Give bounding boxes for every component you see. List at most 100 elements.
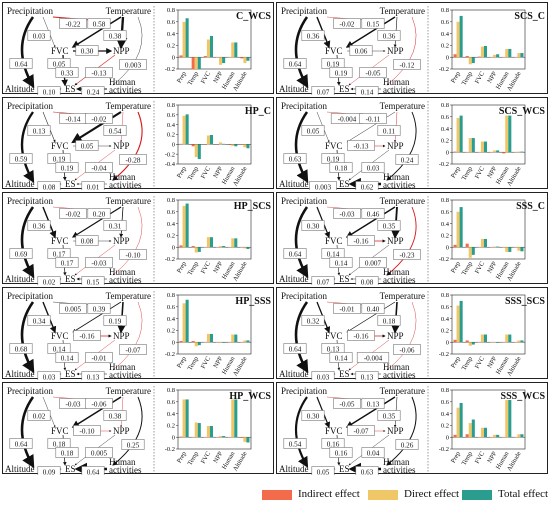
y-tick-label: 0.4 [441,411,450,418]
bar-total [508,334,512,343]
coef-precip-fvc: 0.30 [301,220,325,231]
coef-precip-fvc-value: 0.02 [33,413,46,421]
bar-total [246,144,250,149]
coef-precip-fvc: 0.02 [27,410,51,421]
plot-frame [177,389,252,450]
node-activities: activities [109,465,142,475]
coef-precip-es: 0.64 [283,343,307,354]
y-tick-label: 0.6 [167,304,176,311]
node-temperature: Temperature [106,6,151,16]
coef-precip-npp-value: 0.05 [53,61,66,69]
node-temperature: Temperature [380,196,425,206]
path-temp-human [112,111,143,181]
coef-precip-temp: -0.01 [333,303,361,314]
coef-precip-es-box [283,248,307,259]
x-tick-label: FVC [200,356,212,370]
coef-fvc-npp-box [75,235,99,246]
coef-temp-npp-top-box [85,398,113,409]
coef-precip-fvc: 0.05 [301,125,325,136]
coef-human-es: 0.13 [355,371,379,380]
bar-total [234,399,238,438]
y-tick-label: 0 [446,434,449,441]
path-temp-fvc [71,111,122,144]
coef-fvc-npp-value: -0.07 [354,428,369,436]
coef-human-es: 0.15 [81,276,105,285]
bar-total [459,402,463,438]
panel-hp_wcs: Precipitation Temperature FVC NPP Altitude ES… [2,382,274,475]
x-tick-label: Temp [461,71,474,87]
coef-npp-es: 0.005 [85,447,113,458]
coef-precip-temp: -0.14 [59,113,87,124]
panel-title: HP_WCS [229,391,271,402]
coef-precip-fvc: 0.30 [301,410,325,421]
bar-direct [182,303,186,343]
bar-direct [243,57,247,64]
coef-fvc-npp-value: 0.06 [355,48,368,56]
bar-indirect [191,246,195,248]
coef-fvc-npp-box [347,425,375,436]
panel-svg: Precipitation Temperature FVC NPP Altitude ES… [279,291,545,380]
path-diagram: Precipitation Temperature FVC NPP Altitude ES… [279,291,425,380]
coef-fvc-npp-box [75,140,99,151]
bar-total [222,436,226,438]
coef-precip-fvc: 0.34 [27,315,51,326]
coef-precip-temp-box [59,208,87,219]
y-tick-label: 0 [446,54,449,61]
coef-temp-human-value: 0.24 [401,157,414,165]
bar-total [520,340,524,343]
coef-altitude-es-value: 0.02 [43,279,56,286]
coef-precip-fvc-value: 0.34 [33,318,46,326]
node-npp: NPP [113,236,130,246]
bar-total [234,334,238,343]
path-diagram: Precipitation Temperature FVC NPP Altitude ES… [5,101,151,190]
bar-direct [493,246,497,248]
coef-temp-human-box [395,154,419,165]
coef-temp-npp-top-box [361,18,385,29]
coef-precip-temp-value: -0.02 [66,211,81,219]
bar-direct [517,247,521,251]
coef-fvc-es-box [55,67,79,78]
node-temperature: Temperature [106,101,151,111]
coef-fvc-npp-box [73,330,101,341]
coef-fvc-es-box [55,352,79,363]
node-fvc: FVC [325,236,343,246]
bar-total [520,247,524,252]
bar-total [234,144,238,147]
path-temp-fvc [345,396,396,428]
coef-altitude-es-value: 0.05 [317,469,330,476]
coef-npp-es-value: -0.13 [92,70,107,78]
y-tick-label: 0.8 [441,7,449,14]
y-tick-label: 0.2 [441,43,449,50]
coef-temp-human-value: -0.06 [400,347,415,355]
bar-direct [231,238,235,248]
coef-precip-es: 0.54 [283,438,307,449]
node-es: ES [65,179,76,189]
bar-total [185,299,189,343]
coef-npp-es-value: 0.04 [367,450,380,458]
bar-direct [231,42,235,58]
coef-human-es-box [355,466,379,475]
coef-human-es: 0.62 [355,181,379,190]
node-altitude: Altitude [279,369,309,379]
coef-temp-human-box [393,59,421,70]
bar-direct [468,423,472,438]
node-es: ES [65,84,76,94]
coef-precip-es-value: 0.54 [289,441,302,449]
coef-human-es-value: 0.63 [361,469,374,476]
coef-human-es-box [81,371,105,380]
coef-temp-human-value: -0.28 [126,157,141,165]
y-tick-label: 0.2 [167,423,175,430]
coef-temp-human-box [119,249,147,260]
x-tick-label: FVC [474,166,486,180]
coef-temp-fvc-box [377,125,401,136]
bar-total [234,238,238,248]
y-tick-label: 0.8 [167,387,175,394]
coef-temp-fvc-box [103,125,127,136]
coef-temp-npp-top-value: 0.13 [367,401,380,409]
coef-fvc-es: 0.19 [329,67,353,78]
panel-title: HP_SCS [234,201,272,212]
coef-npp-es: 0.007 [359,257,387,268]
bar-direct [493,434,497,438]
node-precipitation: Precipitation [281,386,327,396]
